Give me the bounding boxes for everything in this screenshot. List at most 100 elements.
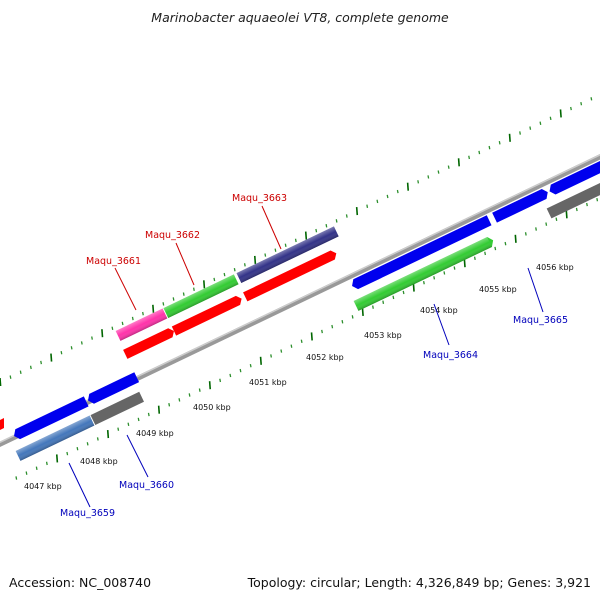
minor-tick: [223, 272, 226, 277]
minor-tick: [233, 267, 236, 272]
minor-tick: [443, 271, 446, 275]
minor-tick: [192, 287, 195, 291]
tick-label: 4049 kbp: [136, 429, 174, 438]
minor-tick: [274, 248, 277, 252]
minor-tick: [437, 170, 440, 174]
minor-tick: [341, 320, 344, 324]
minor-tick: [96, 437, 99, 441]
major-tick: [565, 210, 568, 219]
minor-tick: [345, 214, 348, 218]
major-tick: [101, 329, 104, 338]
minor-tick: [535, 227, 537, 231]
major-tick: [463, 259, 466, 268]
minor-tick: [284, 243, 287, 248]
minor-tick: [219, 378, 222, 383]
accession-label: Accession: NC_008740: [9, 575, 152, 590]
major-tick: [508, 133, 511, 142]
minor-tick: [76, 446, 79, 451]
major-tick: [514, 234, 517, 243]
major-tick: [457, 158, 460, 167]
minor-tick: [264, 253, 267, 257]
minor-tick: [580, 101, 583, 106]
minor-tick: [168, 403, 171, 407]
minor-tick: [127, 422, 130, 427]
minor-tick: [433, 276, 436, 280]
gene-label-maqu-3664: Maqu_3664: [423, 350, 478, 361]
minor-tick: [315, 228, 318, 233]
minor-tick: [382, 300, 385, 304]
minor-tick: [111, 326, 114, 331]
minor-tick: [427, 175, 430, 179]
minor-tick: [468, 155, 471, 160]
minor-tick: [178, 398, 181, 402]
tick-label: 4048 kbp: [80, 457, 118, 466]
minor-tick: [447, 165, 450, 169]
tick-rail-bottom: [15, 197, 599, 480]
minor-tick: [66, 451, 69, 456]
minor-tick: [86, 442, 89, 446]
minor-tick: [494, 246, 497, 251]
gene-label-maqu-3659: Maqu_3659: [60, 508, 115, 519]
map-title: Marinobacter aquaeolei VT8, complete gen…: [151, 10, 449, 25]
minor-tick: [596, 197, 599, 202]
major-tick: [157, 405, 161, 414]
gene-arrow-blue-5: [88, 372, 140, 404]
minor-tick: [117, 427, 120, 431]
minor-tick: [351, 315, 354, 319]
minor-tick: [321, 329, 323, 334]
minor-tick: [519, 131, 521, 135]
gene-arrow-blue-1: [352, 215, 492, 290]
gene-arrow-red-edge: [0, 418, 4, 430]
minor-tick: [70, 346, 73, 350]
minor-tick: [294, 238, 297, 243]
major-tick: [55, 454, 59, 463]
minor-tick: [19, 370, 22, 374]
minor-tick: [35, 466, 38, 470]
reverse-strand-genes: [15, 178, 600, 461]
minor-tick: [290, 344, 293, 348]
tick-rail-top: [0, 97, 593, 387]
gene-arrow-red-1: [123, 328, 174, 359]
major-tick: [355, 207, 359, 216]
minor-tick: [524, 232, 527, 236]
minor-tick: [325, 224, 328, 228]
major-tick: [304, 231, 308, 240]
minor-tick: [9, 375, 12, 379]
minor-tick: [372, 305, 374, 309]
minor-tick: [249, 363, 252, 368]
major-tick: [412, 283, 415, 292]
minor-tick: [570, 106, 572, 111]
minor-tick: [239, 368, 242, 373]
major-tick: [361, 307, 364, 317]
minor-tick: [162, 302, 165, 306]
gene-arrow-red-3: [243, 250, 337, 302]
minor-tick: [198, 388, 201, 392]
minor-tick: [172, 297, 175, 301]
minor-tick: [376, 199, 379, 204]
gene-labels: Maqu_3661 Maqu_3662 Maqu_3663 Maqu_3659 …: [60, 193, 568, 519]
minor-tick: [45, 461, 48, 466]
gene-arrow-blue-2: [492, 188, 548, 223]
minor-tick: [15, 476, 18, 480]
minor-tick: [586, 202, 588, 207]
minor-tick: [137, 417, 140, 422]
minor-tick: [60, 350, 63, 355]
minor-tick: [392, 295, 395, 300]
major-tick: [0, 377, 2, 387]
minor-tick: [590, 97, 593, 101]
minor-tick: [488, 145, 491, 150]
minor-tick: [147, 412, 150, 417]
minor-tick: [386, 194, 389, 199]
gene-block-grey-2: [90, 391, 144, 426]
minor-tick: [229, 373, 232, 378]
tick-label: 4051 kbp: [249, 378, 287, 387]
minor-tick: [182, 292, 185, 296]
minor-tick: [484, 251, 487, 256]
minor-tick: [529, 126, 532, 130]
minor-tick: [91, 336, 93, 340]
minor-tick: [498, 141, 501, 145]
major-tick: [406, 182, 410, 191]
major-tick: [152, 304, 155, 313]
bottom-label-leaders: [68, 267, 544, 508]
major-tick: [559, 109, 562, 118]
